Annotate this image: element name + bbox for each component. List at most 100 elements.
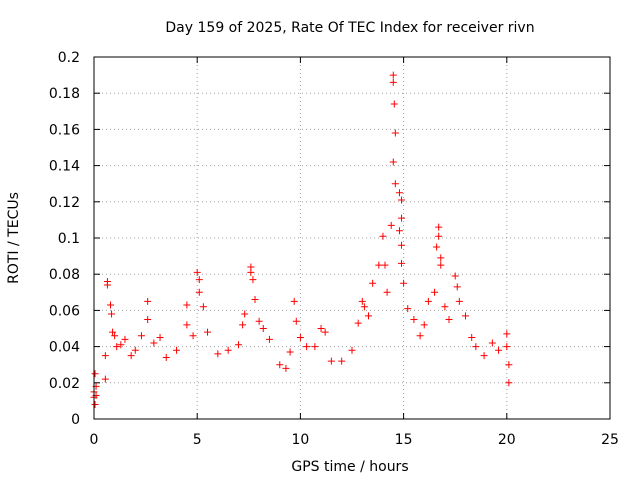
data-point xyxy=(131,346,139,354)
data-point xyxy=(113,343,121,351)
data-point xyxy=(441,303,449,311)
data-point xyxy=(389,158,397,166)
data-point xyxy=(107,301,115,309)
data-point xyxy=(193,268,201,276)
data-point xyxy=(416,332,424,340)
data-point xyxy=(234,341,242,349)
data-point xyxy=(91,401,99,409)
data-point xyxy=(495,346,503,354)
data-point xyxy=(398,241,406,249)
data-point xyxy=(321,328,329,336)
y-tick-label: 0.06 xyxy=(49,303,80,319)
y-tick-label: 0.04 xyxy=(49,340,80,356)
data-point xyxy=(435,232,443,240)
data-point xyxy=(383,288,391,296)
data-point xyxy=(117,341,125,349)
data-point xyxy=(259,325,267,332)
data-point xyxy=(121,335,129,343)
data-point xyxy=(400,279,408,287)
data-point xyxy=(183,301,191,309)
grid xyxy=(94,57,610,419)
data-point xyxy=(381,261,389,269)
data-point xyxy=(195,288,203,296)
x-tick-label: 25 xyxy=(601,432,619,448)
data-point xyxy=(311,343,319,351)
data-point xyxy=(265,335,273,343)
data-point xyxy=(109,328,117,336)
data-point xyxy=(455,297,463,305)
data-point xyxy=(144,297,152,305)
data-point xyxy=(389,71,397,79)
data-point xyxy=(101,352,109,360)
data-point xyxy=(255,317,263,325)
x-tick-label: 20 xyxy=(498,432,516,448)
y-tick-label: 0.08 xyxy=(49,267,80,283)
data-point xyxy=(503,330,511,338)
data-point xyxy=(503,343,511,351)
chart-title: Day 159 of 2025, Rate Of TEC Index for r… xyxy=(165,20,534,36)
axis-ticks: 0 0.02 0.04 0.06 0.08 0.1 0.12 0.14 0.16 0.18 0.2 0… xyxy=(49,50,619,448)
x-tick-label: 5 xyxy=(193,432,202,448)
data-point xyxy=(239,321,247,329)
data-point xyxy=(387,221,395,229)
data-point xyxy=(431,288,439,296)
y-tick-label: 0.12 xyxy=(49,195,80,211)
data-point xyxy=(420,321,428,329)
data-point xyxy=(354,319,362,327)
data-point xyxy=(103,281,111,289)
data-point xyxy=(338,357,346,365)
data-point xyxy=(505,361,513,369)
data-point xyxy=(424,297,432,305)
data-point xyxy=(137,332,145,340)
data-point xyxy=(247,268,255,276)
y-tick-label: 0.1 xyxy=(58,231,80,247)
data-point xyxy=(348,346,356,354)
data-point xyxy=(162,353,170,361)
data-point xyxy=(249,276,257,284)
data-points xyxy=(90,71,513,409)
data-point xyxy=(183,321,191,329)
data-point xyxy=(437,254,445,262)
data-point xyxy=(195,276,203,284)
data-point xyxy=(204,328,212,336)
data-point xyxy=(390,100,398,108)
data-point xyxy=(150,339,158,347)
data-point xyxy=(199,303,207,311)
data-point xyxy=(435,223,443,231)
data-point xyxy=(317,325,325,332)
data-point xyxy=(282,364,290,372)
data-point xyxy=(365,312,373,320)
data-point xyxy=(214,350,222,358)
data-point xyxy=(462,312,470,320)
data-point xyxy=(410,315,418,323)
data-point xyxy=(127,352,135,360)
y-tick-label: 0.2 xyxy=(58,50,80,66)
data-point xyxy=(488,339,496,347)
data-point xyxy=(144,315,152,323)
data-point xyxy=(276,361,284,369)
data-point xyxy=(358,297,366,305)
data-point xyxy=(303,343,311,351)
x-tick-label: 10 xyxy=(291,432,309,448)
data-point xyxy=(453,283,461,291)
y-tick-label: 0.02 xyxy=(49,376,80,392)
x-axis-label: GPS time / hours xyxy=(291,459,408,475)
data-point xyxy=(296,334,304,342)
data-point xyxy=(241,310,249,318)
data-point xyxy=(173,346,181,354)
data-point xyxy=(451,272,459,280)
data-point xyxy=(156,334,164,342)
y-axis-label: ROTI / TECUs xyxy=(6,192,22,284)
data-point xyxy=(398,214,406,222)
data-point xyxy=(111,332,119,340)
data-point xyxy=(395,227,403,235)
y-tick-label: 0.14 xyxy=(49,159,80,175)
data-point xyxy=(91,370,99,378)
data-point xyxy=(505,379,513,387)
x-tick-label: 15 xyxy=(395,432,413,448)
data-point xyxy=(379,232,387,240)
data-point xyxy=(389,78,397,86)
data-point xyxy=(398,196,406,204)
